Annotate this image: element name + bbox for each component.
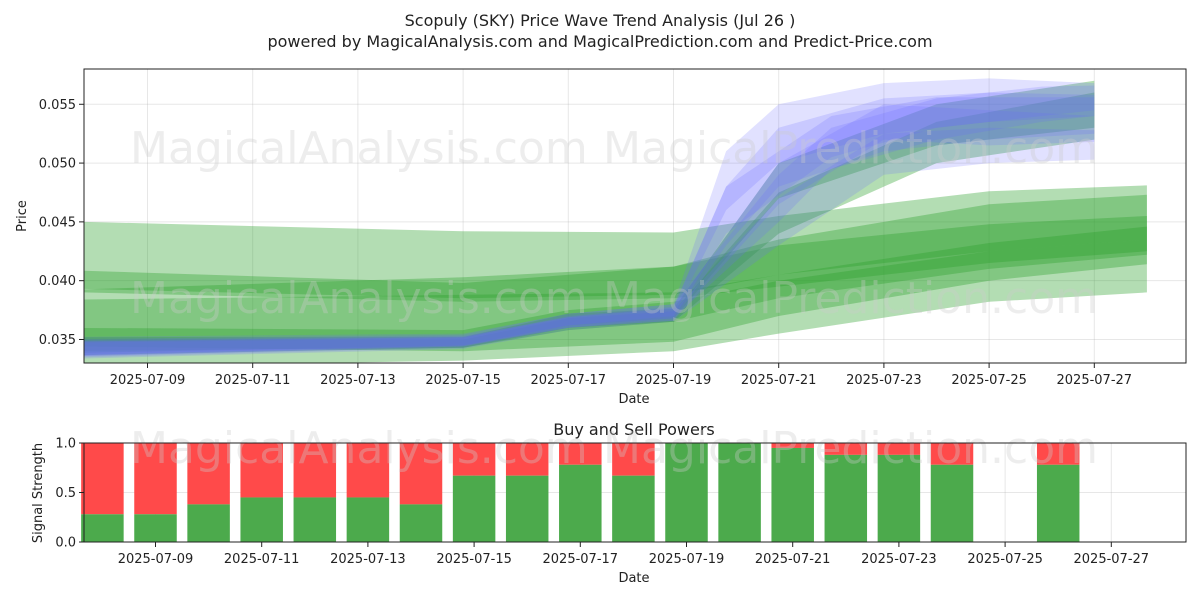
power-bars bbox=[81, 443, 1080, 542]
sell-power-bar bbox=[612, 443, 655, 476]
sell-power-bar bbox=[452, 443, 496, 476]
sell-power-bar bbox=[824, 443, 868, 455]
buy-power-bar bbox=[293, 497, 337, 542]
power-axes: 2025-07-09 2025-07-11 2025-07-13 2025-07-15… bbox=[55, 437, 1149, 568]
buy-power-bar bbox=[81, 514, 124, 542]
chart-subtitle: powered by MagicalAnalysis.com and Magic… bbox=[267, 32, 932, 51]
power-y-tick-label: 0.5 bbox=[55, 486, 76, 501]
power-x-tick-label: 2025-07-17 bbox=[543, 552, 619, 567]
power-x-tick-label: 2025-07-13 bbox=[330, 552, 406, 567]
price-y-tick-label: 0.055 bbox=[39, 98, 76, 113]
green-wave-band bbox=[84, 92, 1095, 356]
blue-wave-band bbox=[84, 92, 1095, 358]
sell-power-bar bbox=[134, 443, 177, 515]
green-wave-band bbox=[84, 194, 1147, 302]
power-x-tick-label: 2025-07-15 bbox=[436, 552, 512, 567]
power-panel: Buy and Sell Powers MagicalAnalysis.com … bbox=[31, 420, 1187, 586]
green-wave-band bbox=[84, 80, 1095, 353]
buy-power-bar bbox=[824, 454, 868, 542]
sell-power-bar bbox=[877, 443, 921, 455]
price-x-tick-label: 2025-07-19 bbox=[636, 373, 712, 388]
buy-power-bar bbox=[399, 504, 443, 542]
watermark-bottom-left: MagicalAnalysis.com bbox=[130, 423, 588, 474]
power-y-tick-label: 1.0 bbox=[55, 437, 76, 452]
buy-power-bar bbox=[771, 447, 814, 542]
watermark-mid-right: MagicalPrediction.com bbox=[603, 273, 1098, 324]
sell-power-bar bbox=[187, 443, 230, 505]
price-x-tick-label: 2025-07-25 bbox=[951, 373, 1027, 388]
price-y-tick-label: 0.045 bbox=[39, 215, 76, 230]
price-bands-clip bbox=[84, 78, 1147, 363]
power-y-tick-label: 0.0 bbox=[55, 536, 76, 551]
sell-power-bar bbox=[346, 443, 390, 498]
power-x-tick-label: 2025-07-25 bbox=[967, 552, 1043, 567]
price-x-tick-label: 2025-07-13 bbox=[320, 373, 396, 388]
green-wave-band bbox=[84, 185, 1147, 299]
green-wave-band bbox=[84, 216, 1147, 363]
price-x-tick-label: 2025-07-27 bbox=[1057, 373, 1133, 388]
blue-wave-band bbox=[84, 85, 1095, 357]
buy-power-bar bbox=[665, 443, 708, 542]
blue-wave-band bbox=[84, 127, 1095, 359]
power-title: Buy and Sell Powers bbox=[553, 420, 715, 439]
buy-power-bar bbox=[1036, 464, 1080, 542]
buy-power-bar bbox=[346, 497, 390, 542]
price-x-tick-label: 2025-07-15 bbox=[425, 373, 501, 388]
price-plot-frame bbox=[83, 68, 1187, 364]
price-panel: MagicalAnalysis.com MagicalPrediction.co… bbox=[15, 68, 1187, 407]
blue-wave-band bbox=[84, 104, 1095, 357]
buy-power-bar bbox=[240, 497, 283, 542]
price-grid bbox=[84, 69, 1186, 363]
power-x-tick-label: 2025-07-23 bbox=[861, 552, 937, 567]
price-ylabel: Price bbox=[15, 200, 30, 232]
buy-power-bar bbox=[452, 475, 496, 542]
blue-wave-band bbox=[84, 78, 1095, 355]
price-x-tick-label: 2025-07-23 bbox=[846, 373, 922, 388]
green-wave-band bbox=[84, 226, 1147, 352]
sell-power-bar bbox=[1036, 443, 1080, 465]
buy-power-bar bbox=[187, 504, 230, 542]
sell-power-bar bbox=[559, 443, 602, 465]
price-x-tick-label: 2025-07-17 bbox=[531, 373, 607, 388]
power-x-tick-label: 2025-07-21 bbox=[755, 552, 831, 567]
price-y-tick-label: 0.050 bbox=[39, 157, 76, 172]
sell-power-bar bbox=[81, 443, 124, 515]
price-x-tick-label: 2025-07-21 bbox=[741, 373, 817, 388]
price-x-tick-label: 2025-07-09 bbox=[110, 373, 186, 388]
power-ylabel: Signal Strength bbox=[31, 443, 46, 543]
watermark-mid-left: MagicalAnalysis.com bbox=[130, 273, 588, 324]
power-x-tick-label: 2025-07-19 bbox=[649, 552, 725, 567]
power-x-tick-label: 2025-07-27 bbox=[1074, 552, 1150, 567]
buy-power-bar bbox=[930, 464, 974, 542]
buy-power-bar bbox=[134, 514, 177, 542]
price-xlabel: Date bbox=[618, 392, 649, 407]
buy-power-bar bbox=[559, 464, 602, 542]
sell-power-bar bbox=[771, 443, 814, 448]
buy-power-bar bbox=[612, 475, 655, 542]
price-x-tick-label: 2025-07-11 bbox=[215, 373, 291, 388]
watermark-top-left: MagicalAnalysis.com bbox=[130, 123, 588, 174]
watermark-top-right: MagicalPrediction.com bbox=[603, 123, 1098, 174]
sell-power-bar bbox=[240, 443, 283, 498]
price-y-tick-label: 0.040 bbox=[39, 274, 76, 289]
buy-power-bar bbox=[505, 475, 549, 542]
sell-power-bar bbox=[293, 443, 337, 498]
price-bands bbox=[84, 78, 1147, 363]
sell-power-bar bbox=[399, 443, 443, 505]
watermark-bottom-right: MagicalPrediction.com bbox=[603, 423, 1098, 474]
price-axes: 2025-07-09 2025-07-11 2025-07-13 2025-07-15… bbox=[39, 98, 1132, 388]
green-wave-band bbox=[84, 239, 1147, 351]
sell-power-bar bbox=[930, 443, 974, 465]
power-xlabel: Date bbox=[618, 571, 649, 586]
price-y-tick-label: 0.035 bbox=[39, 333, 76, 348]
power-x-tick-label: 2025-07-09 bbox=[118, 552, 194, 567]
buy-power-bar bbox=[718, 443, 761, 542]
sell-power-bar bbox=[505, 443, 549, 476]
power-x-tick-label: 2025-07-11 bbox=[224, 552, 300, 567]
buy-power-bar bbox=[877, 454, 921, 542]
chart-title: Scopuly (SKY) Price Wave Trend Analysis … bbox=[405, 11, 796, 30]
